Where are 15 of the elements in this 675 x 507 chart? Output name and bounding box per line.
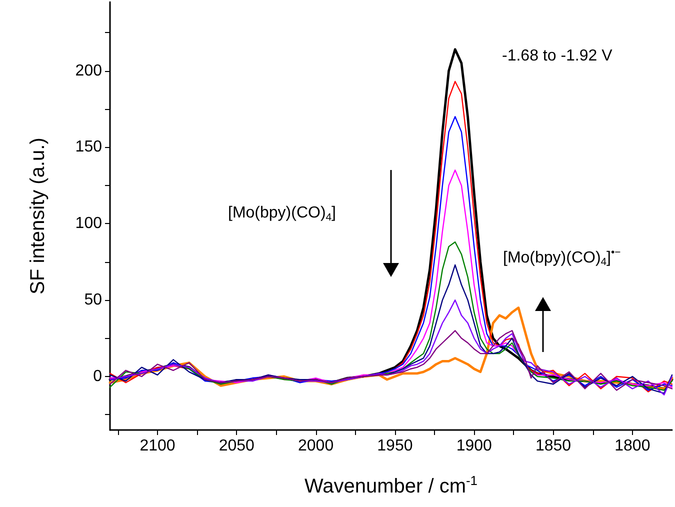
annotation: -1.68 to -1.92 V (502, 48, 613, 64)
x-tick-label: 1900 (456, 438, 492, 454)
y-tick-label: 0 (93, 368, 102, 385)
x-tick-label: 1800 (614, 438, 650, 454)
y-axis-title: SF intensity (a.u.) (27, 138, 49, 294)
y-tick-label: 200 (75, 62, 102, 80)
line-series (109, 330, 673, 391)
x-tick-label: 2100 (140, 438, 176, 454)
x-tick-label: 1850 (535, 438, 572, 454)
y-tick-label: 50 (84, 292, 102, 309)
y-tick-label: 150 (75, 138, 102, 156)
x-tick-label: 1950 (377, 438, 413, 454)
x-tick-label: 2000 (298, 438, 334, 454)
x-tick-label: 2050 (218, 438, 255, 454)
y-tick-label: 100 (75, 215, 102, 232)
